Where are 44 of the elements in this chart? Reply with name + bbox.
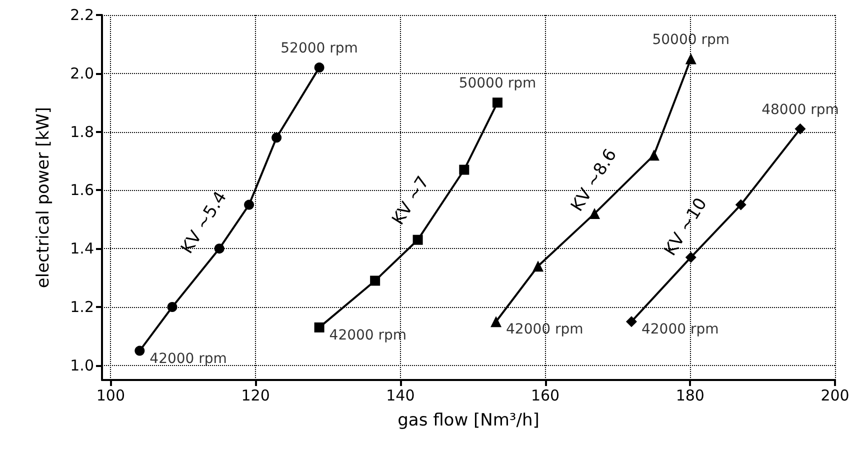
- y-tick-label: 1.4: [70, 240, 94, 258]
- point: [735, 199, 746, 210]
- annotation: 42000 rpm: [506, 322, 584, 338]
- annotation: 42000 rpm: [150, 350, 227, 367]
- annotation: 42000 rpm: [641, 322, 719, 338]
- x-axis-title: gas flow [Nm³/h]: [398, 410, 540, 430]
- point: [370, 276, 380, 286]
- annotation: 42000 rpm: [329, 327, 407, 344]
- point: [492, 98, 502, 108]
- x-tick-label: 200: [820, 386, 850, 404]
- annotation: 50000 rpm: [458, 76, 536, 92]
- point: [685, 53, 696, 64]
- x-tick-label: 160: [530, 386, 560, 404]
- point: [685, 252, 696, 263]
- y-tick-label: 2.2: [70, 6, 94, 24]
- y-tick-label: 1.2: [70, 298, 94, 316]
- point: [532, 260, 544, 272]
- point: [490, 316, 502, 328]
- point: [272, 132, 282, 143]
- annotation: 48000 rpm: [762, 102, 839, 118]
- text: KV ~7: [388, 172, 434, 229]
- y-tick-label: 1.8: [70, 122, 94, 141]
- point: [648, 150, 660, 161]
- x-tick-label: 140: [386, 386, 415, 404]
- point: [167, 302, 178, 312]
- y-tick-label: 1.6: [70, 181, 94, 200]
- point: [589, 208, 600, 220]
- point: [626, 316, 637, 328]
- point: [314, 62, 324, 73]
- point: [244, 200, 254, 210]
- point: [314, 322, 324, 332]
- point: [794, 123, 806, 134]
- point: [459, 164, 470, 175]
- x-tick-label: 180: [676, 386, 704, 404]
- annotation: 52000 rpm: [280, 40, 358, 57]
- y-tick-label: 1.0: [70, 356, 94, 374]
- x-tick-label: 120: [241, 386, 270, 404]
- point: [214, 244, 224, 254]
- point: [134, 346, 145, 356]
- point: [412, 234, 423, 245]
- y-axis-title: electrical power [kW]: [34, 106, 54, 288]
- y-tick-label: 2.0: [70, 64, 94, 82]
- annotation: 50000 rpm: [652, 32, 730, 48]
- x-tick-label: 100: [96, 386, 126, 404]
